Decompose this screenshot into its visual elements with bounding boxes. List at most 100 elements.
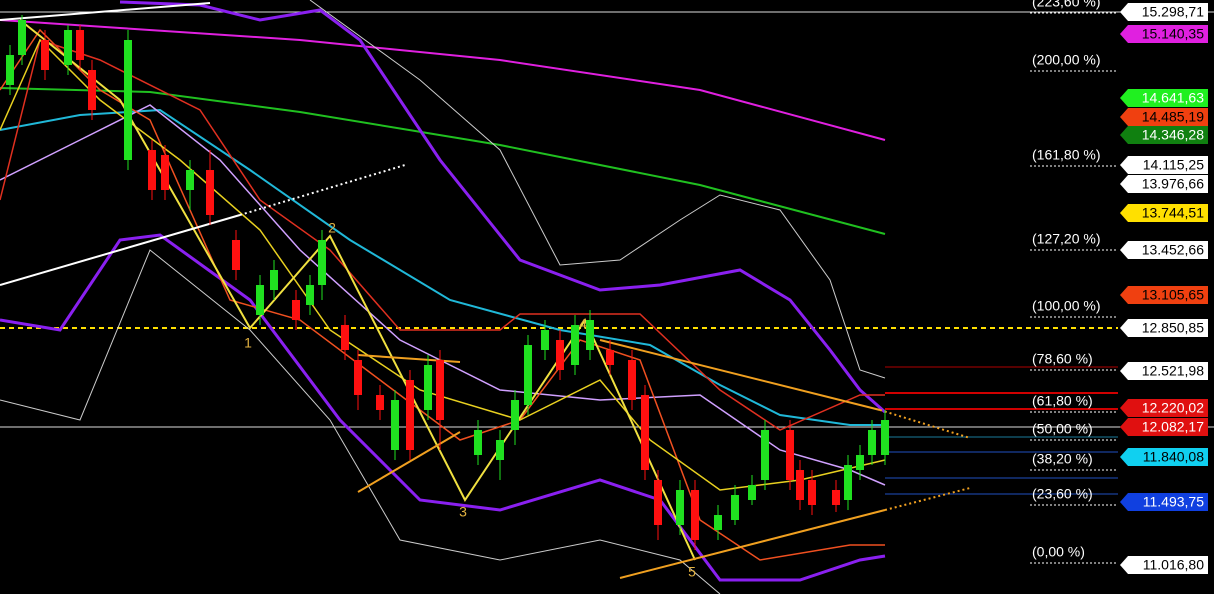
price-tag-label: 13.976,66	[1142, 176, 1204, 192]
wave-label: 4	[579, 316, 587, 332]
fib-label: (0,00 %)	[1032, 544, 1085, 560]
wave-label: 1	[244, 335, 252, 351]
price-tag	[1120, 25, 1208, 43]
price-tag	[1120, 89, 1208, 107]
price-tag	[1120, 204, 1208, 222]
candle-body	[148, 150, 156, 190]
candle-body	[796, 470, 804, 500]
price-tag-label: 12.850,85	[1142, 320, 1204, 336]
channel-line	[619, 509, 886, 579]
wave-label: 3	[459, 504, 467, 520]
candle-body	[206, 170, 214, 215]
price-tag	[1120, 241, 1208, 259]
candle-body	[256, 285, 264, 315]
candle-body	[41, 40, 49, 70]
price-tag	[1120, 418, 1208, 436]
channel-line	[599, 339, 881, 411]
fib-label: (23,60 %)	[1032, 486, 1093, 502]
candle-body	[628, 360, 636, 400]
candle-body	[511, 400, 519, 430]
candle-body	[436, 360, 444, 420]
candle-body	[832, 490, 840, 505]
channel-line	[879, 409, 971, 439]
candle-body	[496, 440, 504, 460]
candle-body	[161, 155, 169, 190]
candle-body	[524, 345, 532, 405]
candle-body	[691, 490, 699, 540]
candle-body	[844, 465, 852, 500]
candle-body	[571, 325, 579, 365]
price-tag-label: 14.485,19	[1142, 109, 1204, 125]
candle-body	[731, 495, 739, 520]
candle-body	[856, 455, 864, 470]
price-tag	[1120, 286, 1208, 304]
magenta-ma	[0, 19, 886, 141]
price-tag-label: 11.840,08	[1143, 449, 1204, 465]
price-tag	[1120, 399, 1208, 417]
fib-label: (61,80 %)	[1032, 393, 1093, 409]
price-tag-label: 14.115,25	[1143, 157, 1204, 173]
candle-body	[654, 480, 662, 525]
price-tag	[1120, 448, 1208, 466]
price-tag	[1120, 493, 1208, 511]
price-tag-label: 12.220,02	[1142, 400, 1204, 416]
candle-body	[761, 430, 769, 480]
fib-label: (50,00 %)	[1032, 421, 1093, 437]
candle-body	[541, 330, 549, 350]
cyan-ma	[0, 108, 885, 426]
candle-body	[270, 270, 278, 290]
candle-body	[406, 380, 414, 450]
candle-body	[354, 360, 362, 395]
candle-body	[676, 490, 684, 525]
fib-label: (38,20 %)	[1032, 451, 1093, 467]
candle-body	[474, 430, 482, 455]
candle-body	[64, 30, 72, 65]
price-tag-label: 11.016,80	[1143, 557, 1204, 573]
fib-label: (200,00 %)	[1032, 52, 1100, 68]
trend-line	[239, 164, 406, 216]
trend-line	[0, 214, 241, 286]
candle-body	[124, 40, 132, 160]
price-tag	[1120, 362, 1208, 380]
outer-band	[309, 0, 886, 379]
candle-body	[606, 350, 614, 365]
price-tag	[1120, 156, 1208, 174]
candle-body	[318, 240, 326, 285]
candle-body	[306, 285, 314, 305]
outer-band	[0, 249, 721, 594]
price-tag-label: 13.105,65	[1142, 287, 1204, 303]
labels: (223,60 %) (200,00 %) (161,80 %) (127,20 %)…	[244, 0, 1208, 580]
yellow-ma	[0, 38, 886, 491]
upper-band	[119, 0, 886, 414]
fib-label: (100,00 %)	[1032, 298, 1100, 314]
candle-body	[376, 395, 384, 410]
candle-body	[786, 430, 794, 480]
candle-body	[186, 170, 194, 190]
candle-body	[424, 365, 432, 410]
fib-label: (161,80 %)	[1032, 147, 1100, 163]
price-tag-label: 12.082,17	[1142, 419, 1204, 435]
candle-body	[881, 420, 889, 455]
candle-body	[641, 395, 649, 470]
price-tag-label: 15.140,35	[1142, 26, 1204, 42]
candle-body	[556, 340, 564, 370]
candle-body	[88, 70, 96, 110]
price-tag-label: 11.493,75	[1143, 494, 1204, 510]
price-tag	[1120, 175, 1208, 193]
price-tag	[1120, 126, 1208, 144]
candle-body	[18, 20, 26, 55]
price-tag-label: 14.346,28	[1142, 127, 1204, 143]
fib-label: (78,60 %)	[1032, 351, 1093, 367]
candle-body	[76, 30, 84, 60]
fib-label: (127,20 %)	[1032, 231, 1100, 247]
candle-body	[714, 515, 722, 530]
candle-body	[6, 55, 14, 85]
candle-body	[748, 485, 756, 500]
price-tag-label: 13.744,51	[1142, 205, 1204, 221]
price-tag	[1120, 108, 1208, 126]
wave-label: 2	[328, 220, 336, 236]
channel-line	[357, 431, 461, 493]
red-line	[0, 39, 885, 431]
price-tag	[1120, 3, 1208, 21]
